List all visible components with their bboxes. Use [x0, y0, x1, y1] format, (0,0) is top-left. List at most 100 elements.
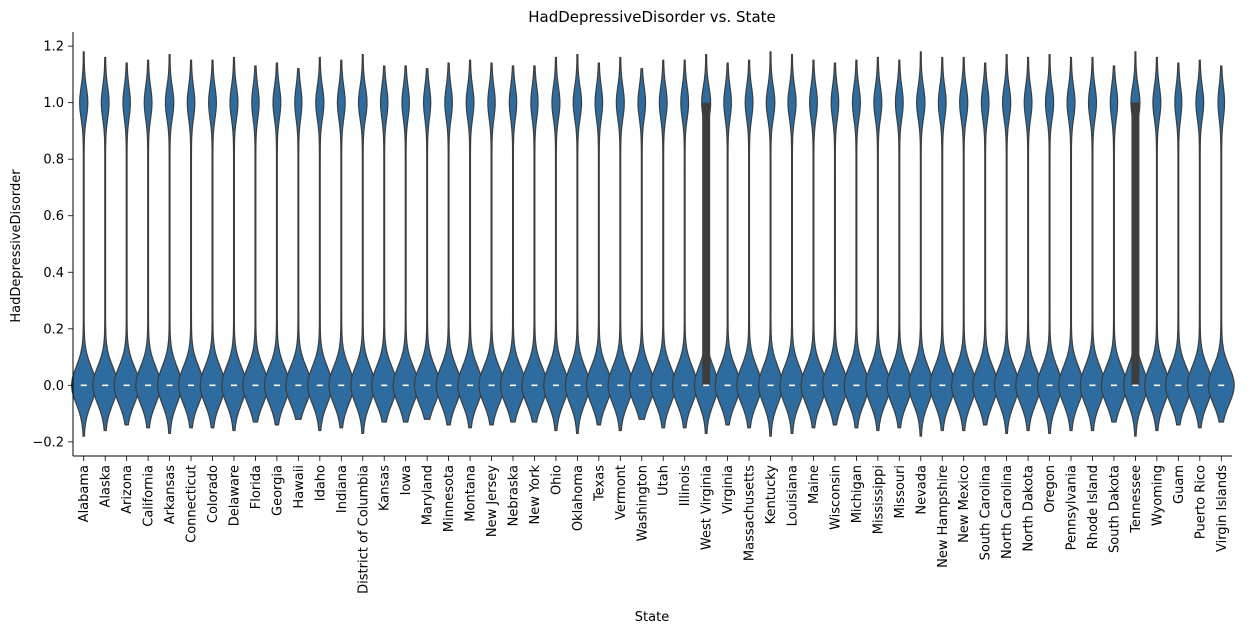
x-tick-label: Missouri [893, 465, 908, 519]
x-tick-label: New Jersey [485, 465, 500, 537]
violin-district-of-columbia [350, 54, 376, 434]
x-axis: Alabama Alaska Arizona California Arkansas Co… [73, 455, 1232, 594]
violin-mississippi [865, 56, 891, 432]
x-tick-label: Oklahoma [571, 465, 586, 531]
x-tick-label: Vermont [614, 465, 629, 520]
violin-ohio [543, 56, 569, 432]
violin-illinois [671, 59, 698, 429]
y-tick-label: 0.6 [43, 209, 64, 224]
violin-minnesota [435, 62, 462, 426]
violin-missouri [886, 59, 913, 429]
violin-idaho [307, 56, 333, 432]
violin-nevada [908, 51, 934, 437]
violin-maryland [413, 68, 441, 420]
violin-florida [242, 65, 269, 423]
violin-virginia [714, 62, 741, 426]
x-tick-label: Alabama [77, 465, 92, 522]
violin-montana [457, 59, 484, 429]
violin-pennsylvania [1058, 56, 1084, 432]
x-tick-label: Iowa [399, 465, 414, 495]
y-tick-label: 1.0 [43, 96, 64, 111]
x-tick-label: Nebraska [506, 465, 521, 526]
violin-north-carolina [993, 54, 1020, 434]
y-tick-label: 0.0 [43, 379, 64, 394]
x-tick-label: Pennsylvania [1065, 465, 1080, 550]
iqr-box-west-virginia [702, 102, 711, 386]
x-tick-label: Louisiana [786, 465, 801, 526]
violin-indiana [328, 59, 355, 429]
x-tick-label: Utah [657, 465, 672, 496]
violin-alaska [92, 56, 119, 432]
x-tick-label: New Mexico [957, 465, 972, 543]
x-tick-label: Montana [464, 465, 479, 522]
x-tick-label: Delaware [227, 465, 242, 526]
violin-kentucky [757, 51, 784, 437]
violin-south-dakota [1100, 65, 1128, 423]
x-tick-label: Hawaii [292, 465, 307, 509]
x-tick-label: California [142, 465, 157, 527]
x-tick-label: Oregon [1043, 465, 1058, 513]
x-tick-label: Michigan [850, 465, 865, 523]
violin-vermont [607, 56, 634, 432]
violin-alabama [70, 51, 97, 437]
violin-maine [800, 59, 827, 429]
x-tick-label: West Virginia [700, 465, 715, 550]
x-tick-label: Florida [249, 465, 264, 509]
x-tick-label: Tennessee [1129, 465, 1144, 534]
x-tick-label: Maryland [421, 465, 436, 525]
x-tick-label: Wisconsin [828, 465, 843, 530]
violin-oklahoma [564, 54, 590, 434]
violin-virgin-islands [1207, 65, 1235, 423]
y-tick-label: 0.8 [43, 153, 64, 168]
violin-connecticut [177, 59, 205, 429]
x-tick-label: Wyoming [1150, 465, 1165, 526]
y-tick-label: 0.4 [43, 266, 64, 281]
x-tick-label: Washington [635, 465, 650, 541]
violin-north-dakota [1015, 56, 1042, 432]
violin-massachusetts [736, 59, 763, 429]
violin-washington [628, 68, 655, 420]
violin-puerto-rico [1186, 59, 1213, 429]
x-tick-label: South Dakota [1107, 465, 1122, 553]
chart-title: HadDepressiveDisorder vs. State [528, 8, 776, 26]
violins-layer [70, 51, 1235, 437]
x-tick-label: North Carolina [1000, 465, 1015, 559]
violin-arizona [113, 62, 140, 426]
violin-kansas [371, 65, 398, 423]
x-tick-label: Rhode Island [1086, 465, 1101, 549]
x-tick-label: Mississippi [871, 465, 886, 534]
x-tick-label: Virgin Islands [1215, 465, 1230, 552]
violin-iowa [392, 65, 419, 423]
violin-louisiana [779, 54, 805, 434]
violin-new-york [521, 65, 548, 423]
x-tick-label: Georgia [270, 465, 285, 516]
x-tick-label: Arkansas [163, 465, 178, 524]
x-tick-label: Connecticut [185, 465, 200, 543]
violin-texas [585, 62, 612, 426]
x-tick-label: Texas [592, 465, 607, 502]
x-tick-label: New York [528, 465, 543, 525]
violin-wisconsin [821, 62, 848, 426]
x-tick-label: Puerto Rico [1193, 465, 1208, 539]
violin-colorado [199, 59, 226, 429]
y-tick-label: −0.2 [32, 435, 64, 450]
y-axis: −0.2 0.0 0.2 0.4 0.6 0.8 1.0 1.2 [32, 32, 74, 456]
x-tick-label: Maine [807, 465, 822, 504]
x-tick-label: North Dakota [1022, 465, 1037, 552]
violin-new-hampshire [929, 56, 956, 432]
x-tick-label: Indiana [335, 465, 350, 513]
violin-guam [1165, 62, 1192, 426]
violin-delaware [221, 56, 247, 432]
y-axis-label: HadDepressiveDisorder [9, 169, 24, 323]
x-tick-label: Ohio [549, 465, 564, 495]
violin-california [135, 59, 162, 429]
x-tick-label: Minnesota [442, 465, 457, 532]
x-tick-label: New Hampshire [936, 465, 951, 568]
iqr-box-tennessee [1131, 102, 1140, 386]
violin-south-carolina [972, 62, 999, 426]
x-tick-label: Nevada [914, 465, 929, 515]
violin-georgia [264, 62, 290, 426]
violin-michigan [843, 59, 870, 429]
